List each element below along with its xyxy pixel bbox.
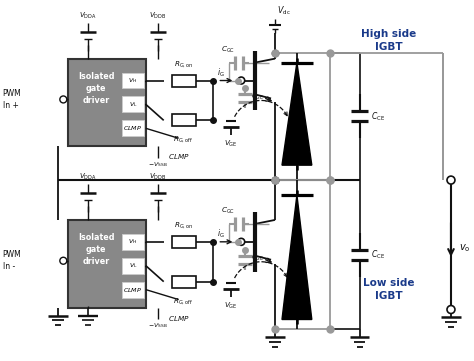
Text: $CLMP$: $CLMP$ xyxy=(168,152,190,161)
Bar xyxy=(172,114,195,126)
Text: $-V_\mathrm{SSB}$: $-V_\mathrm{SSB}$ xyxy=(148,160,168,169)
Text: $V_\mathrm{H}$: $V_\mathrm{H}$ xyxy=(128,76,137,85)
Text: $V_\mathrm{GE}$: $V_\mathrm{GE}$ xyxy=(225,301,238,311)
Text: $-V_\mathrm{SSB}$: $-V_\mathrm{SSB}$ xyxy=(148,322,168,330)
Text: $CLMP$: $CLMP$ xyxy=(123,286,142,293)
Text: $V_\mathrm{L}$: $V_\mathrm{L}$ xyxy=(128,100,137,109)
Text: PWM: PWM xyxy=(3,89,21,98)
Text: $i_\mathrm{G}$: $i_\mathrm{G}$ xyxy=(218,66,225,79)
Polygon shape xyxy=(282,195,312,319)
Text: $V_\mathrm{DDA}$: $V_\mathrm{DDA}$ xyxy=(79,10,97,21)
Text: $i_\mathrm{G}$: $i_\mathrm{G}$ xyxy=(218,227,225,240)
Circle shape xyxy=(447,176,455,184)
Text: In -: In - xyxy=(3,262,15,271)
Bar xyxy=(172,75,195,87)
Text: Low side
IGBT: Low side IGBT xyxy=(363,278,414,301)
Text: $C_\mathrm{CE}$: $C_\mathrm{CE}$ xyxy=(372,110,385,123)
Circle shape xyxy=(238,238,245,245)
Text: Isolated
gate
driver: Isolated gate driver xyxy=(78,234,114,266)
Text: $R_\mathrm{G,off}$: $R_\mathrm{G,off}$ xyxy=(173,134,194,144)
Bar xyxy=(172,236,195,248)
Text: $C_\mathrm{GE}$: $C_\mathrm{GE}$ xyxy=(251,253,264,263)
Text: $C_\mathrm{CE}$: $C_\mathrm{CE}$ xyxy=(372,248,385,261)
Text: $R_\mathrm{G,off}$: $R_\mathrm{G,off}$ xyxy=(173,296,194,305)
Bar xyxy=(122,120,144,136)
Text: $CLMP$: $CLMP$ xyxy=(168,313,190,322)
Bar xyxy=(122,282,144,297)
Circle shape xyxy=(447,305,455,313)
Text: $C_\mathrm{GE}$: $C_\mathrm{GE}$ xyxy=(251,91,264,101)
Bar xyxy=(68,220,146,308)
Text: $CLMP$: $CLMP$ xyxy=(123,124,142,132)
Text: $V_\mathrm{GE}$: $V_\mathrm{GE}$ xyxy=(225,139,238,149)
Bar xyxy=(122,73,144,88)
Text: PWM: PWM xyxy=(3,250,21,259)
Text: $V_\mathrm{L}$: $V_\mathrm{L}$ xyxy=(128,261,137,270)
Text: $R_\mathrm{G,on}$: $R_\mathrm{G,on}$ xyxy=(174,58,193,69)
Text: $V_\mathrm{DDB}$: $V_\mathrm{DDB}$ xyxy=(149,10,166,21)
Bar xyxy=(122,96,144,112)
Polygon shape xyxy=(282,62,312,165)
Circle shape xyxy=(238,77,245,84)
Text: $V_\mathrm{dc}$: $V_\mathrm{dc}$ xyxy=(277,4,291,17)
Text: $V_\mathrm{DDA}$: $V_\mathrm{DDA}$ xyxy=(79,172,97,182)
Text: $v_\mathrm{o}$: $v_\mathrm{o}$ xyxy=(459,242,471,254)
Text: $V_\mathrm{DDB}$: $V_\mathrm{DDB}$ xyxy=(149,172,166,182)
Circle shape xyxy=(60,257,67,264)
Bar xyxy=(122,258,144,274)
Text: $C_\mathrm{GC}$: $C_\mathrm{GC}$ xyxy=(221,44,236,55)
Text: $R_\mathrm{G,on}$: $R_\mathrm{G,on}$ xyxy=(174,220,193,230)
Bar xyxy=(122,234,144,250)
Text: $C_\mathrm{GC}$: $C_\mathrm{GC}$ xyxy=(221,206,236,216)
Text: In +: In + xyxy=(3,101,18,110)
Text: High side
IGBT: High side IGBT xyxy=(361,29,416,52)
Circle shape xyxy=(60,96,67,103)
Bar xyxy=(172,276,195,288)
Bar xyxy=(68,58,146,146)
Text: Isolated
gate
driver: Isolated gate driver xyxy=(78,72,114,105)
Text: $V_\mathrm{H}$: $V_\mathrm{H}$ xyxy=(128,238,137,246)
